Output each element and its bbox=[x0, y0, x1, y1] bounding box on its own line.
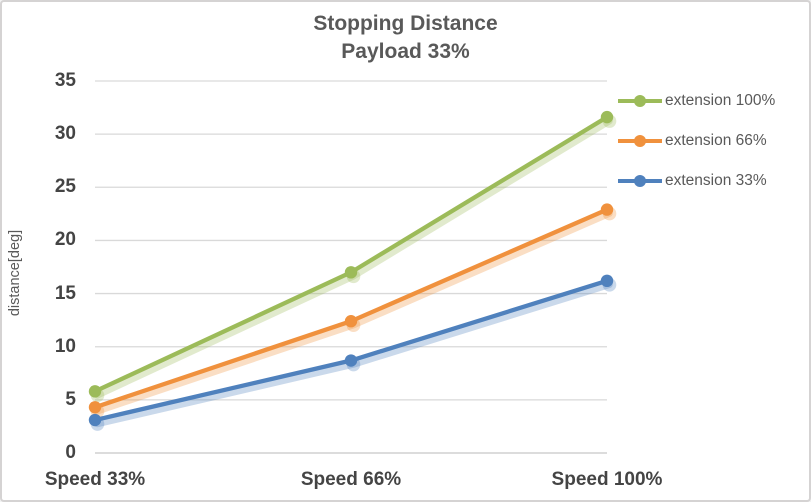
x-category-label: Speed 66% bbox=[300, 469, 402, 490]
chart-title-line1: Stopping Distance bbox=[313, 12, 498, 35]
legend-item[interactable]: extension 33% bbox=[617, 161, 775, 201]
x-category-label: Speed 100% bbox=[551, 469, 663, 490]
chart-title-line2: Payload 33% bbox=[341, 40, 470, 63]
legend-line-marker-icon bbox=[618, 175, 662, 187]
data-point-marker[interactable] bbox=[344, 315, 358, 328]
y-tick-label: 35 bbox=[54, 70, 76, 91]
series-line-extension-33-[interactable] bbox=[92, 278, 610, 423]
legend-label: extension 66% bbox=[665, 132, 767, 149]
legend-item[interactable]: extension 66% bbox=[617, 121, 775, 161]
legend-label: extension 100% bbox=[665, 92, 776, 109]
data-point-marker[interactable] bbox=[344, 266, 358, 279]
data-point-marker[interactable] bbox=[88, 385, 102, 398]
legend-label: extension 33% bbox=[665, 172, 767, 189]
data-point-marker[interactable] bbox=[88, 401, 102, 414]
legend-line-marker-icon bbox=[618, 95, 662, 107]
data-point-marker[interactable] bbox=[88, 413, 102, 427]
y-tick-label: 0 bbox=[65, 442, 76, 463]
y-tick-label: 10 bbox=[54, 335, 76, 357]
data-point-marker[interactable] bbox=[344, 354, 358, 367]
data-point-marker[interactable] bbox=[600, 110, 614, 124]
data-point-marker[interactable] bbox=[600, 203, 614, 216]
y-tick-label: 20 bbox=[54, 229, 76, 251]
legend-item[interactable]: extension 100% bbox=[617, 81, 775, 121]
y-tick-label: 5 bbox=[65, 388, 76, 410]
legend: extension 100% extension 66% extension 33% bbox=[617, 81, 775, 201]
y-tick-label: 25 bbox=[54, 176, 76, 198]
y-tick-label: 15 bbox=[54, 282, 76, 304]
series-line-extension-100-[interactable] bbox=[92, 114, 610, 394]
legend-line-marker-icon bbox=[618, 135, 662, 147]
x-category-label: Speed 33% bbox=[44, 469, 146, 490]
chart-title: Stopping Distance Payload 33% bbox=[2, 10, 809, 66]
data-point-marker[interactable] bbox=[600, 274, 614, 288]
y-tick-label: 30 bbox=[54, 123, 76, 145]
